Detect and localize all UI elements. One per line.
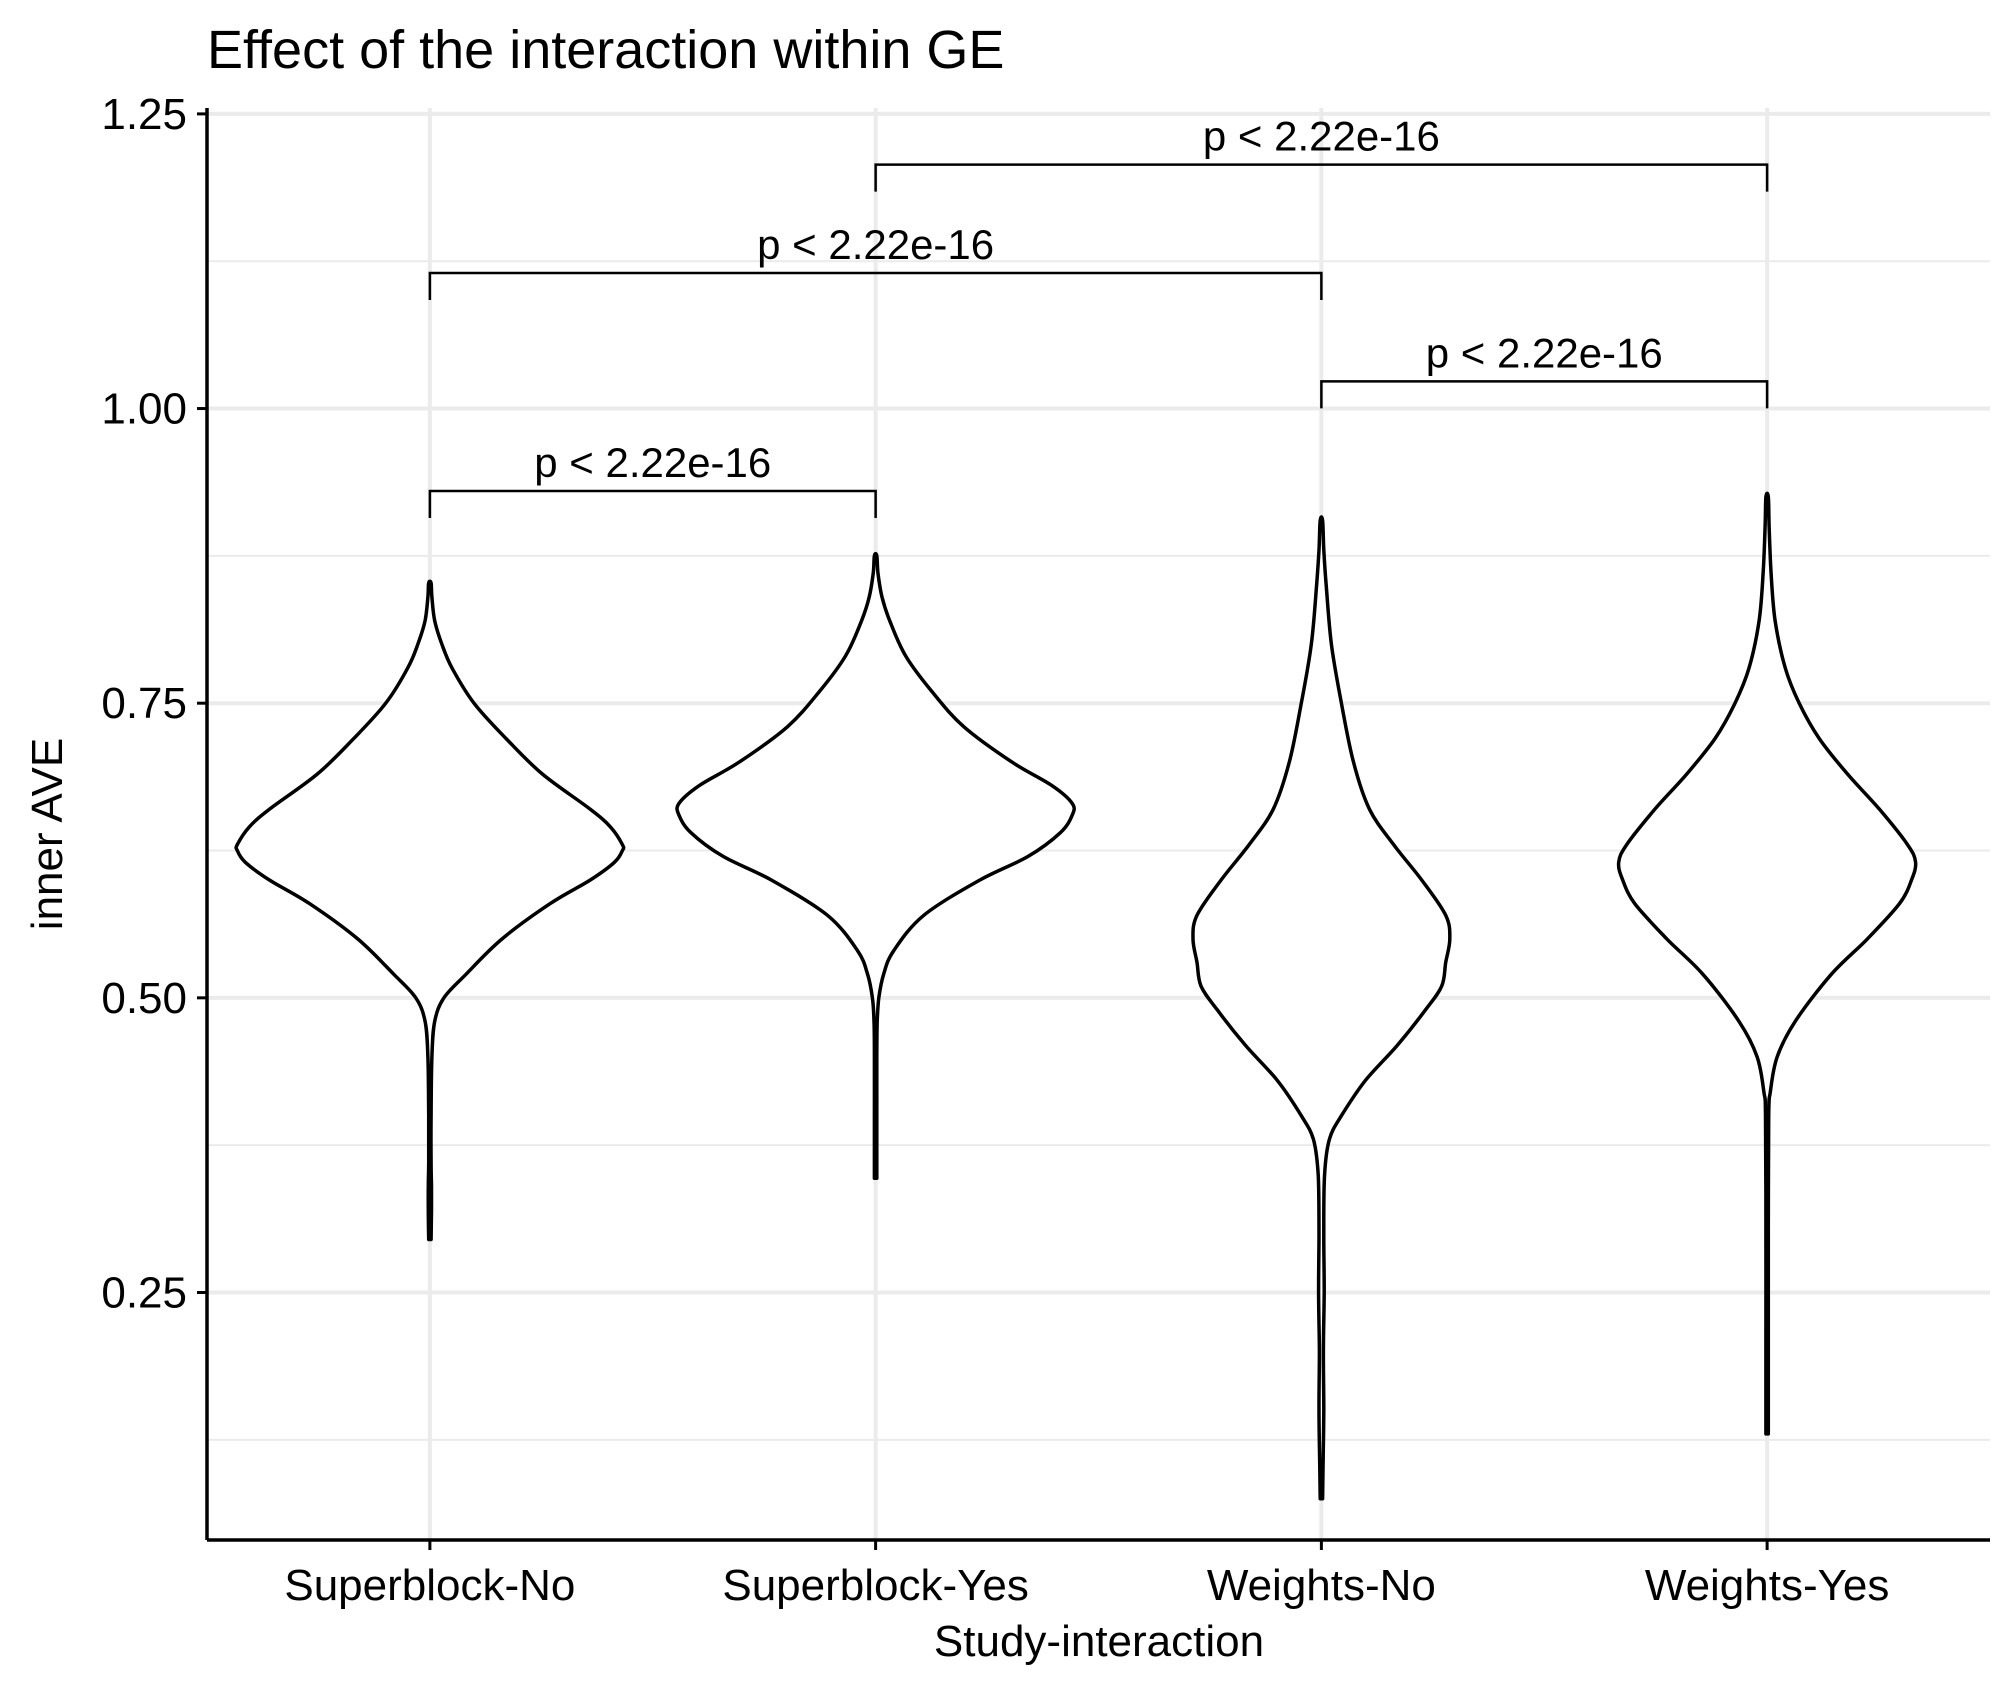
violin-weights-no [1191, 515, 1452, 1501]
comparison-bracket [428, 489, 877, 519]
y-tick-label: 1.25 [101, 90, 187, 139]
comparison-bracket [1320, 380, 1769, 409]
x-tick-label: Superblock-No [284, 1561, 575, 1610]
axis-layer: 0.25 0.50 0.75 1.00 1.25 Superblock-No Superbl… [101, 90, 1990, 1610]
x-tick-label: Superblock-Yes [722, 1561, 1029, 1610]
y-tick-label: 0.25 [101, 1268, 187, 1317]
x-tick-label: Weights-Yes [1645, 1561, 1890, 1610]
x-axis-title: Study-interaction [934, 1617, 1264, 1666]
y-tick-label: 1.00 [101, 385, 187, 434]
comparison-p-label: p < 2.22e-16 [757, 221, 994, 268]
comparison-bracket [874, 163, 1769, 192]
comparison-p-label: p < 2.22e-16 [1203, 113, 1440, 160]
y-tick-label: 0.50 [101, 974, 187, 1023]
violin-superblock-no [234, 579, 626, 1242]
y-axis-title: inner AVE [23, 738, 72, 930]
comparison-layer: p < 2.22e-16 p < 2.22e-16 p < 2.22e-16 p < … [428, 113, 1769, 519]
comparison-bracket [428, 271, 1323, 301]
x-tick-label: Weights-No [1207, 1561, 1436, 1610]
violin-layer [234, 491, 1918, 1501]
violin-superblock-yes [675, 551, 1076, 1180]
comparison-p-label: p < 2.22e-16 [534, 439, 771, 486]
violin-weights-yes [1616, 491, 1918, 1436]
y-tick-label: 0.75 [101, 679, 187, 728]
comparison-p-label: p < 2.22e-16 [1426, 329, 1663, 376]
chart-title: Effect of the interaction within GE [207, 20, 1004, 80]
